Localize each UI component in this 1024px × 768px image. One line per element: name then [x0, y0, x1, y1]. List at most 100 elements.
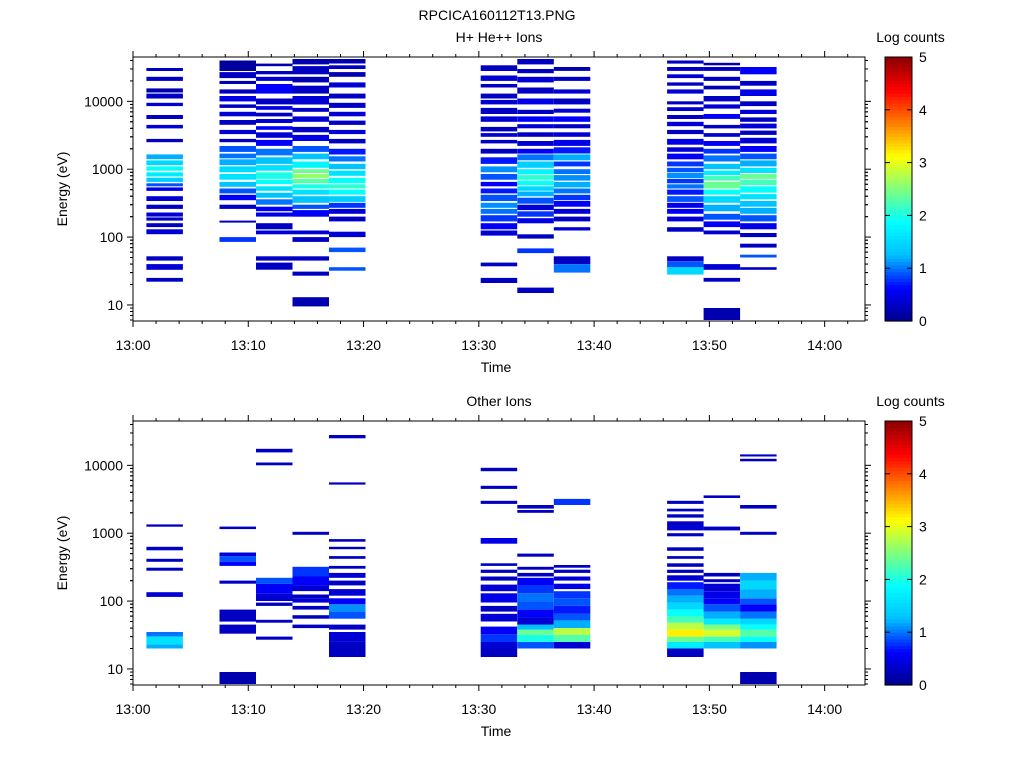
- heatmap-cell: [256, 230, 293, 235]
- heatmap-cell: [480, 215, 518, 222]
- heatmap-cell: [667, 569, 704, 573]
- heatmap-cell: [553, 116, 591, 122]
- panels: H+ He++ Ions Time Energy (eV) Log counts 13:…: [54, 29, 945, 739]
- heatmap-cell: [146, 115, 183, 119]
- heatmap-cell: [292, 161, 329, 168]
- heatmap-cell: [219, 188, 256, 194]
- heatmap-cell: [292, 196, 329, 203]
- heatmap-cell: [740, 604, 777, 612]
- heatmap-cell: [740, 194, 777, 200]
- heatmap-cell: [703, 67, 741, 71]
- x-tick-label: 13:10: [231, 701, 266, 717]
- heatmap-cell: [146, 68, 183, 71]
- colorbar-segment: [885, 255, 912, 259]
- heatmap-cell: [480, 166, 518, 173]
- heatmap-cell: [256, 71, 293, 75]
- heatmap-cell: [329, 184, 366, 189]
- heatmap-cell: [480, 208, 518, 214]
- heatmap-cell: [146, 138, 183, 143]
- heatmap-cell: [740, 624, 777, 630]
- heatmap-cell: [480, 194, 518, 201]
- heatmap-cell: [329, 247, 366, 253]
- colorbar-segment: [885, 678, 912, 683]
- heatmap-cell: [219, 580, 256, 584]
- colorbar-segment: [885, 169, 912, 174]
- heatmap-cell: [219, 220, 256, 223]
- colorbar-segment: [885, 523, 912, 528]
- colorbar-tick-label: 5: [919, 413, 927, 429]
- heatmap-cell: [517, 141, 554, 146]
- heatmap-cell: [703, 141, 741, 146]
- colorbar-segment: [885, 222, 912, 226]
- heatmap-cell: [553, 201, 591, 207]
- time-column: [146, 524, 183, 649]
- heatmap-cell: [517, 197, 554, 204]
- colorbar-segment: [885, 513, 912, 518]
- heatmap-cell: [292, 126, 329, 133]
- time-column: [219, 60, 256, 242]
- heatmap-cell: [292, 107, 329, 112]
- colorbar-segment: [885, 231, 912, 236]
- heatmap-cell: [219, 129, 256, 135]
- heatmap-cell: [146, 524, 183, 527]
- heatmap-cell: [667, 622, 704, 630]
- heatmap-cell: [553, 634, 591, 642]
- heatmap-cell: [667, 129, 704, 135]
- heatmap-cell: [329, 539, 366, 542]
- heatmap-cells: [146, 435, 777, 684]
- heatmap-cell: [667, 582, 704, 590]
- heatmap-cell: [553, 194, 591, 201]
- heatmap-cell: [553, 76, 591, 81]
- heatmap-cell: [553, 181, 591, 188]
- colorbar-segment: [885, 149, 912, 154]
- heatmap-cell: [292, 605, 329, 610]
- heatmap-cell: [146, 567, 183, 571]
- colorbar-segment: [885, 60, 912, 65]
- time-column: [703, 62, 741, 320]
- heatmap-cell: [292, 566, 329, 577]
- heatmap-cell: [292, 96, 329, 105]
- y-tick-label: 10000: [84, 457, 123, 473]
- heatmap-cell: [219, 181, 256, 187]
- colorbar-segment: [885, 602, 912, 607]
- heatmap-cell: [703, 133, 741, 137]
- colorbar-segment: [885, 258, 912, 263]
- colorbar-segment: [885, 202, 912, 207]
- colorbar-segment: [885, 241, 912, 246]
- colorbar-segment: [885, 109, 912, 114]
- colorbar-tick-label: 2: [919, 207, 927, 223]
- heatmap-cell: [146, 636, 183, 645]
- time-column: [740, 454, 777, 684]
- colorbar-segment: [885, 473, 912, 478]
- heatmap-cell: [517, 87, 554, 94]
- heatmap-cell: [740, 636, 777, 642]
- plot-frame: [132, 56, 866, 322]
- heatmap-cell: [256, 636, 293, 640]
- heatmap-cell: [740, 641, 777, 649]
- heatmap-cell: [553, 591, 591, 599]
- colorbar-segment: [885, 450, 912, 455]
- heatmap-cell: [146, 88, 183, 93]
- heatmap-cell: [553, 124, 591, 129]
- colorbar-tick-label: 3: [919, 519, 927, 535]
- heatmap-cell: [667, 178, 704, 184]
- colorbar-segment: [885, 119, 912, 124]
- heatmap-cell: [667, 147, 704, 152]
- heatmap-cell: [219, 672, 256, 684]
- y-tick-label: 1000: [92, 161, 123, 177]
- x-tick-label: 13:10: [231, 337, 266, 353]
- heatmap-cell: [703, 604, 741, 612]
- colorbar-segment: [885, 480, 912, 485]
- heatmap-cell: [480, 116, 518, 122]
- heatmap-cell: [219, 159, 256, 166]
- time-column: [219, 526, 256, 684]
- time-column: [667, 500, 704, 657]
- colorbar-segment: [885, 179, 912, 183]
- colorbar-segment: [885, 103, 912, 108]
- heatmap-cell: [329, 556, 366, 559]
- heatmap-cell: [292, 169, 329, 173]
- heatmap-cell: [329, 129, 366, 135]
- heatmap-cell: [703, 163, 741, 170]
- heatmap-cell: [517, 69, 554, 74]
- heatmap-cell: [740, 598, 777, 605]
